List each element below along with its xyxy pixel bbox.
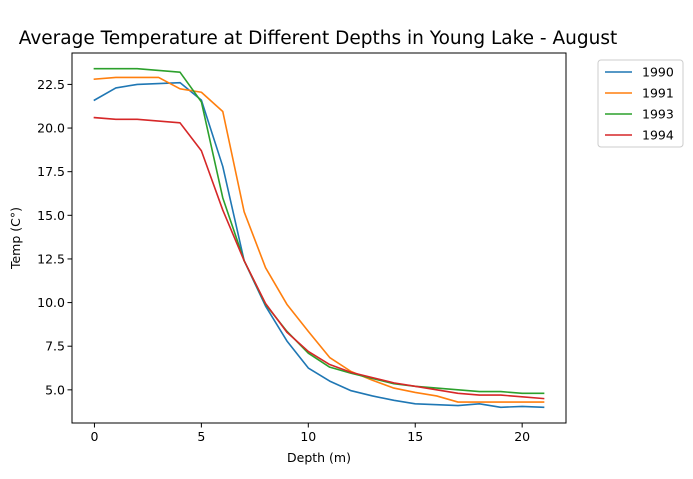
x-tick-label: 15: [407, 429, 423, 444]
y-axis-label: Temp (C°): [8, 207, 23, 270]
legend: 1990 1991 1993 1994: [597, 59, 684, 148]
plot-area: [71, 52, 567, 424]
y-axis-ticks: 5.0 7.5 10.0 12.5 15.0 17.5 20.0 22.5: [37, 77, 72, 397]
plot-frame: [71, 52, 567, 424]
legend-box: [597, 59, 684, 148]
legend-label-1991: 1991: [642, 86, 674, 101]
y-tick-label: 7.5: [45, 339, 65, 354]
y-tick-label: 12.5: [37, 251, 65, 266]
y-tick-label: 10.0: [37, 295, 65, 310]
x-axis-label: Depth (m): [287, 450, 351, 465]
y-tick-label: 5.0: [45, 382, 65, 397]
series-line-1994: [93, 116, 545, 400]
series-line-1993: [93, 67, 545, 395]
x-axis-ticks: 0 5 10 15 20: [90, 423, 530, 444]
chart-title: Average Temperature at Different Depths …: [19, 28, 617, 49]
legend-label-1990: 1990: [642, 65, 674, 80]
y-tick-label: 22.5: [37, 77, 65, 92]
legend-label-1994: 1994: [642, 128, 674, 143]
x-tick-label: 10: [300, 429, 316, 444]
series-lines: [93, 67, 545, 409]
x-tick-label: 5: [197, 429, 205, 444]
y-tick-label: 17.5: [37, 164, 65, 179]
plot-background: [72, 53, 566, 423]
x-tick-label: 0: [90, 429, 98, 444]
series-line-1991: [93, 76, 545, 403]
y-tick-label: 15.0: [37, 208, 65, 223]
y-tick-label: 20.0: [37, 121, 65, 136]
x-tick-label: 20: [514, 429, 530, 444]
legend-label-1993: 1993: [642, 107, 674, 122]
